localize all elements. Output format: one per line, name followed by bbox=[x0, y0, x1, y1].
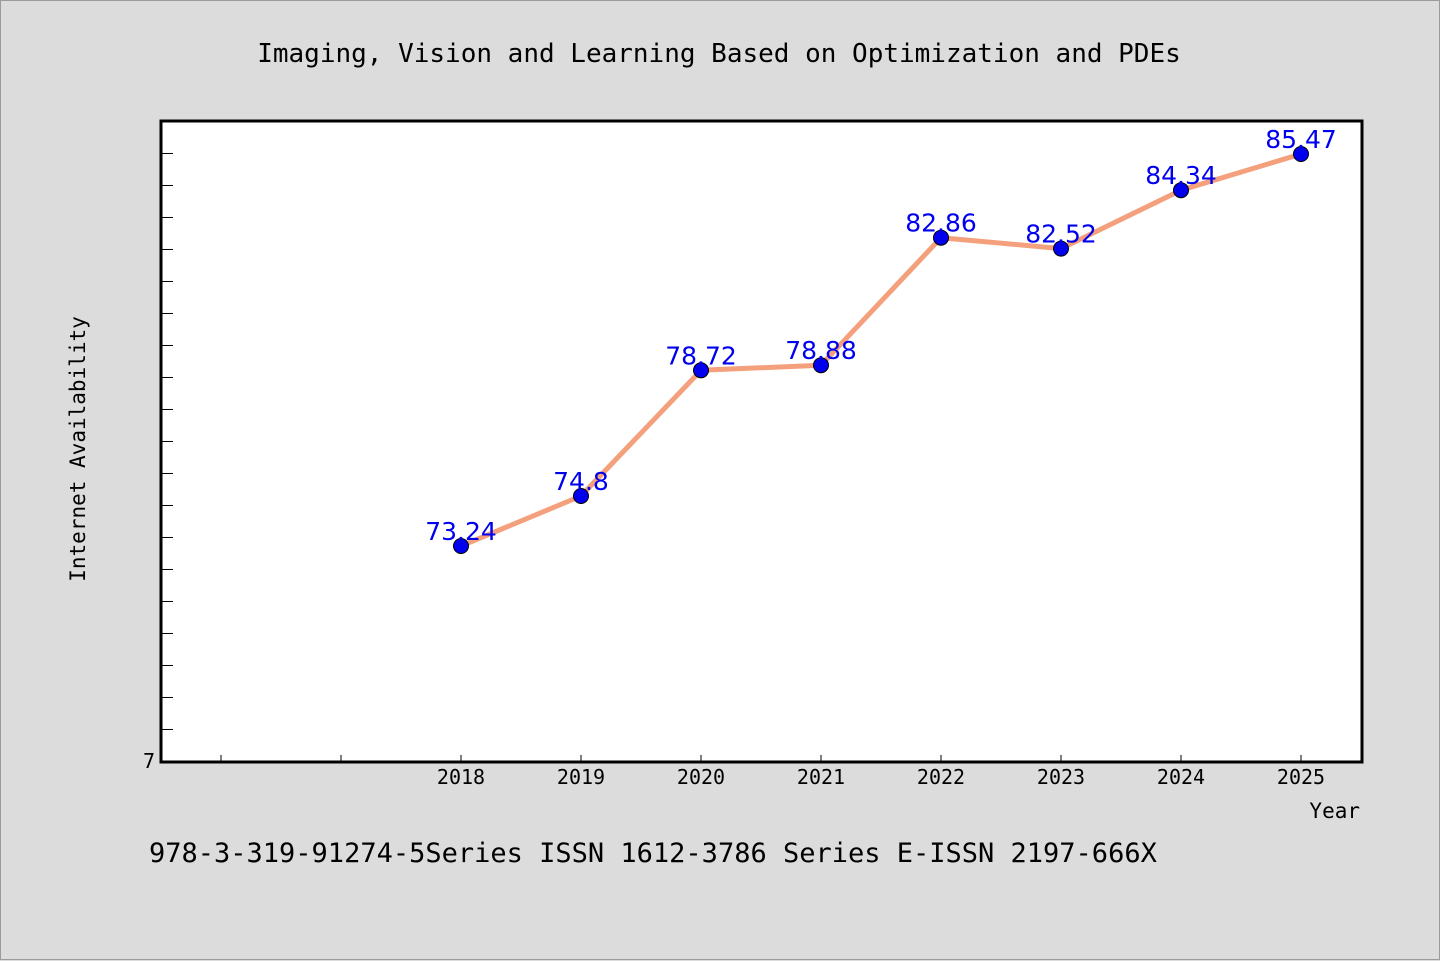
data-label: 74.8 bbox=[553, 467, 609, 496]
data-label: 85.47 bbox=[1265, 125, 1337, 154]
x-tick-label: 2021 bbox=[797, 765, 845, 789]
data-point bbox=[1173, 182, 1189, 199]
data-label: 78.72 bbox=[665, 341, 737, 370]
y-axis-title: Internet Availability bbox=[66, 316, 90, 582]
data-point bbox=[453, 538, 469, 554]
x-tick-label: 2024 bbox=[1157, 765, 1205, 789]
data-point bbox=[813, 357, 829, 374]
series-line bbox=[458, 151, 1304, 549]
x-axis-ticks: 2018 2019 2020 2021 2022 2023 2024 2025 bbox=[220, 755, 1325, 789]
x-tick-label: 2025 bbox=[1277, 765, 1325, 789]
x-tick-label: 2019 bbox=[557, 765, 605, 789]
data-point bbox=[933, 229, 949, 246]
x-axis-title: Year bbox=[1309, 799, 1360, 823]
data-label: 82.86 bbox=[905, 209, 977, 238]
data-label: 73.24 bbox=[425, 517, 497, 546]
x-tick-label: 2018 bbox=[437, 765, 485, 789]
chart-title: Imaging, Vision and Learning Based on Op… bbox=[257, 39, 1181, 69]
data-label: 82.52 bbox=[1025, 220, 1097, 249]
x-tick-label: 2023 bbox=[1037, 765, 1085, 789]
data-point bbox=[1053, 240, 1069, 257]
data-point bbox=[1293, 146, 1309, 162]
data-point bbox=[693, 362, 709, 379]
footer-isbn-text: 978-3-319-91274-5Series ISSN 1612-3786 S… bbox=[149, 838, 1157, 869]
x-tick-label: 2022 bbox=[917, 765, 965, 789]
series-layer: 73.24 74.8 78.72 78.88 82.86 82.52 84.34 85.47 bbox=[425, 125, 1337, 554]
data-point bbox=[573, 488, 589, 504]
data-label: 78.88 bbox=[785, 336, 857, 365]
data-label: 84.34 bbox=[1145, 161, 1217, 190]
y-tick-label: 7 bbox=[143, 749, 155, 773]
y-axis-ticks: 7 bbox=[143, 153, 173, 773]
plot-area bbox=[159, 119, 1364, 764]
x-tick-label: 2020 bbox=[677, 765, 725, 789]
